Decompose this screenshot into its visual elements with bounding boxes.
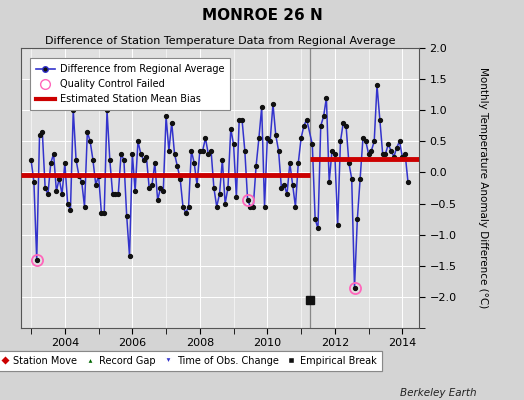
Title: Difference of Station Temperature Data from Regional Average: Difference of Station Temperature Data f… xyxy=(45,36,395,46)
Text: MONROE 26 N: MONROE 26 N xyxy=(202,8,322,23)
Y-axis label: Monthly Temperature Anomaly Difference (°C): Monthly Temperature Anomaly Difference (… xyxy=(477,67,487,309)
Legend: Station Move, Record Gap, Time of Obs. Change, Empirical Break: Station Move, Record Gap, Time of Obs. C… xyxy=(0,351,381,371)
Text: Berkeley Earth: Berkeley Earth xyxy=(400,388,477,398)
